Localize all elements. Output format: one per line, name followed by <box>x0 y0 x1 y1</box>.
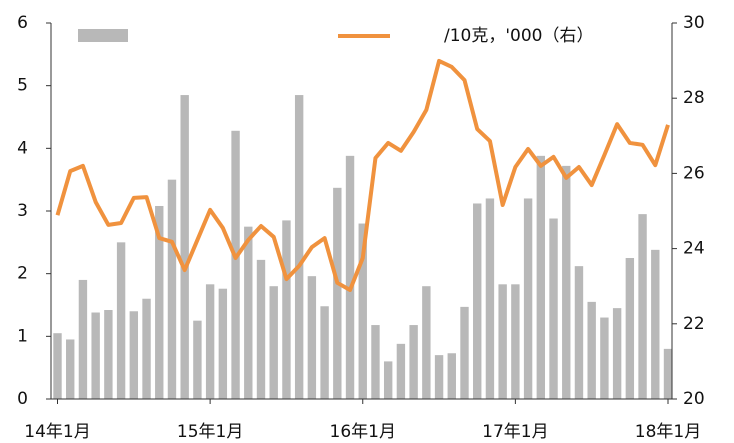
bar <box>447 353 456 399</box>
bar <box>587 301 596 399</box>
bar <box>129 311 139 399</box>
bar <box>244 226 253 399</box>
bar <box>638 214 647 399</box>
bar <box>180 95 189 400</box>
bar <box>549 218 558 399</box>
y-tick-label: 2 <box>17 264 28 284</box>
bar <box>205 284 215 399</box>
x-tick-label: 16年1月 <box>330 422 396 442</box>
bar <box>91 312 100 399</box>
bar <box>78 279 88 399</box>
bar <box>307 276 317 399</box>
y-tick-label: 6 <box>17 13 28 33</box>
bar <box>498 284 507 399</box>
y2-tick-label: 26 <box>683 163 705 183</box>
bar <box>66 339 75 399</box>
bar <box>282 220 291 399</box>
legend-label: /10克，'000（右） <box>444 26 593 46</box>
bar <box>460 306 469 399</box>
bar <box>625 258 635 399</box>
y2-tick-label: 30 <box>683 13 705 33</box>
bar <box>231 130 240 399</box>
bar <box>104 310 113 399</box>
y-tick-label: 4 <box>17 138 28 158</box>
bar <box>612 308 622 399</box>
y2-tick-label: 22 <box>683 314 705 334</box>
bar <box>562 165 571 399</box>
bar <box>53 333 62 399</box>
x-tick-label: 17年1月 <box>482 422 548 442</box>
bar <box>485 198 495 399</box>
bar <box>167 179 177 399</box>
bar <box>345 155 355 399</box>
bar <box>294 95 304 400</box>
bar <box>116 242 126 399</box>
bar <box>422 286 431 399</box>
bar <box>536 155 546 399</box>
bar <box>193 320 202 399</box>
bar <box>434 355 444 399</box>
bar <box>600 317 609 399</box>
bar <box>320 306 329 399</box>
bar <box>409 325 418 399</box>
bar <box>256 259 266 399</box>
bar <box>333 187 342 399</box>
line-series <box>55 58 670 292</box>
x-tick-label: 15年1月 <box>177 422 243 442</box>
y-tick-label: 1 <box>17 326 28 346</box>
y2-tick-label: 28 <box>683 88 705 108</box>
x-tick-label: 18年1月 <box>635 422 701 442</box>
legend-swatch <box>78 29 128 42</box>
x-tick-label: 14年1月 <box>24 422 90 442</box>
bar <box>371 325 380 399</box>
bar <box>396 343 406 399</box>
y-tick-label: 3 <box>17 201 28 221</box>
bar <box>155 205 164 399</box>
bar <box>651 249 660 399</box>
y2-tick-label: 20 <box>683 389 705 409</box>
bar <box>523 198 533 399</box>
bar <box>511 284 520 399</box>
bar <box>574 266 584 399</box>
bar <box>358 223 367 399</box>
bar <box>473 203 482 399</box>
bar <box>663 348 673 399</box>
bar <box>383 361 393 399</box>
bar <box>269 286 278 399</box>
y-tick-label: 5 <box>17 76 28 96</box>
bar <box>218 288 228 399</box>
y-tick-label: 0 <box>17 389 28 409</box>
y2-tick-label: 24 <box>683 239 705 259</box>
bar <box>142 298 151 399</box>
